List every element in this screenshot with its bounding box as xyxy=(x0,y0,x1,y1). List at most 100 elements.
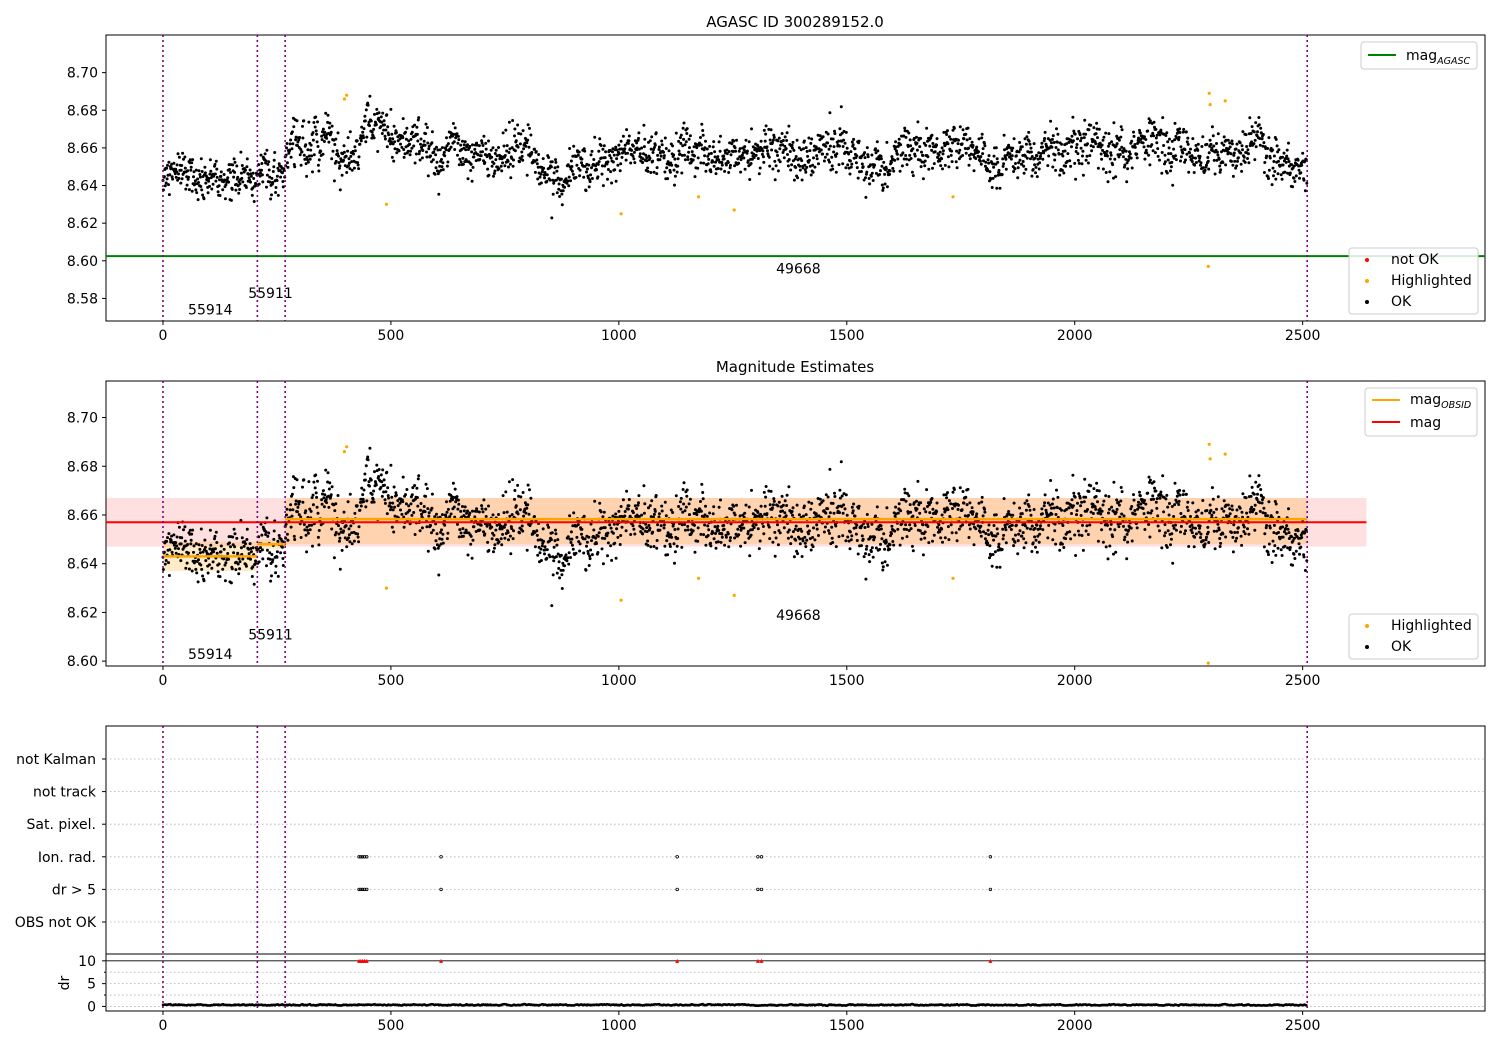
ok-point xyxy=(979,524,983,528)
ok-point xyxy=(1031,541,1035,545)
ok-point xyxy=(741,513,745,517)
ok-point xyxy=(1179,524,1183,528)
ok-point xyxy=(291,508,295,512)
ok-point xyxy=(210,187,214,191)
ok-point xyxy=(465,511,469,515)
ok-point xyxy=(216,190,220,194)
ok-point xyxy=(252,177,256,180)
ok-point xyxy=(838,144,841,148)
ok-point xyxy=(1141,507,1145,510)
ok-point xyxy=(233,160,237,164)
ok-point xyxy=(560,573,564,577)
ok-point xyxy=(1014,533,1017,537)
ok-point xyxy=(266,162,270,166)
ok-point xyxy=(900,536,904,540)
ok-point xyxy=(357,155,361,159)
ok-point xyxy=(402,148,406,151)
ok-point xyxy=(381,111,385,115)
legend-label-highlighted: Highlighted xyxy=(1391,273,1472,289)
ok-point xyxy=(1284,160,1288,164)
ok-point xyxy=(1002,533,1006,537)
ok-point xyxy=(314,473,318,477)
ok-point xyxy=(392,159,396,163)
ok-point xyxy=(337,539,341,543)
ok-point xyxy=(1063,149,1067,153)
ok-point xyxy=(802,514,805,518)
ok-point xyxy=(1025,526,1029,530)
ok-point xyxy=(1125,161,1129,165)
ok-point xyxy=(237,191,241,195)
ok-point xyxy=(846,163,850,167)
ok-point xyxy=(187,188,191,192)
ok-point xyxy=(725,148,729,152)
ok-point xyxy=(552,545,556,549)
ok-point xyxy=(907,494,911,498)
ok-point xyxy=(1117,525,1121,529)
ok-point xyxy=(475,509,479,513)
ok-point xyxy=(445,164,449,168)
ok-point xyxy=(332,179,336,183)
ok-point xyxy=(490,164,494,168)
ok-point xyxy=(890,524,894,528)
ok-point xyxy=(449,145,453,149)
ok-point xyxy=(475,143,479,147)
ok-point xyxy=(589,153,593,157)
ok-point xyxy=(445,136,448,140)
ok-point xyxy=(566,179,570,183)
ok-point xyxy=(1110,140,1114,144)
ok-point xyxy=(503,536,507,540)
ok-point xyxy=(879,542,882,546)
ok-point xyxy=(673,183,676,187)
ok-point xyxy=(1118,515,1122,519)
ok-point xyxy=(513,134,516,138)
ok-point xyxy=(972,169,976,173)
ok-point xyxy=(1040,141,1044,145)
ok-point xyxy=(1014,523,1018,527)
ok-point xyxy=(823,155,827,159)
ok-point xyxy=(949,502,953,506)
ok-point xyxy=(860,524,864,528)
ok-point xyxy=(870,522,874,526)
ok-point xyxy=(991,553,995,556)
ok-point xyxy=(1162,510,1166,514)
ok-point xyxy=(786,153,789,156)
ok-point xyxy=(335,149,339,153)
ok-point xyxy=(1174,158,1178,162)
ok-point xyxy=(1246,148,1250,152)
ok-point xyxy=(755,149,759,153)
ok-point xyxy=(615,148,619,152)
ok-point xyxy=(1255,497,1259,501)
highlighted-point xyxy=(1223,99,1227,103)
ok-point xyxy=(336,131,340,135)
ok-point xyxy=(1194,510,1198,514)
ok-point xyxy=(1080,534,1084,537)
ok-point xyxy=(410,513,414,517)
ok-point xyxy=(504,490,508,494)
ok-point xyxy=(459,531,463,535)
ok-point xyxy=(802,139,806,143)
ok-point xyxy=(605,534,609,538)
ok-point xyxy=(477,510,481,514)
ok-point xyxy=(1122,155,1125,159)
ok-point xyxy=(587,185,591,189)
ok-point xyxy=(459,143,463,147)
ok-point xyxy=(1167,513,1171,517)
ok-point xyxy=(994,513,998,517)
ok-point xyxy=(314,115,318,119)
ok-point xyxy=(874,147,877,151)
ok-point xyxy=(260,548,264,552)
ok-point xyxy=(796,176,800,180)
ok-point xyxy=(961,128,965,132)
ok-point xyxy=(332,556,336,560)
ok-point xyxy=(233,170,237,174)
ok-point xyxy=(729,153,733,157)
ok-point xyxy=(337,524,340,528)
ok-point xyxy=(298,500,302,503)
ok-point xyxy=(813,538,817,542)
ok-point xyxy=(1152,120,1156,124)
ok-point xyxy=(792,178,796,182)
ok-point xyxy=(771,167,775,171)
ok-point xyxy=(791,530,795,534)
ok-point xyxy=(1025,135,1029,139)
ok-point xyxy=(879,169,882,173)
